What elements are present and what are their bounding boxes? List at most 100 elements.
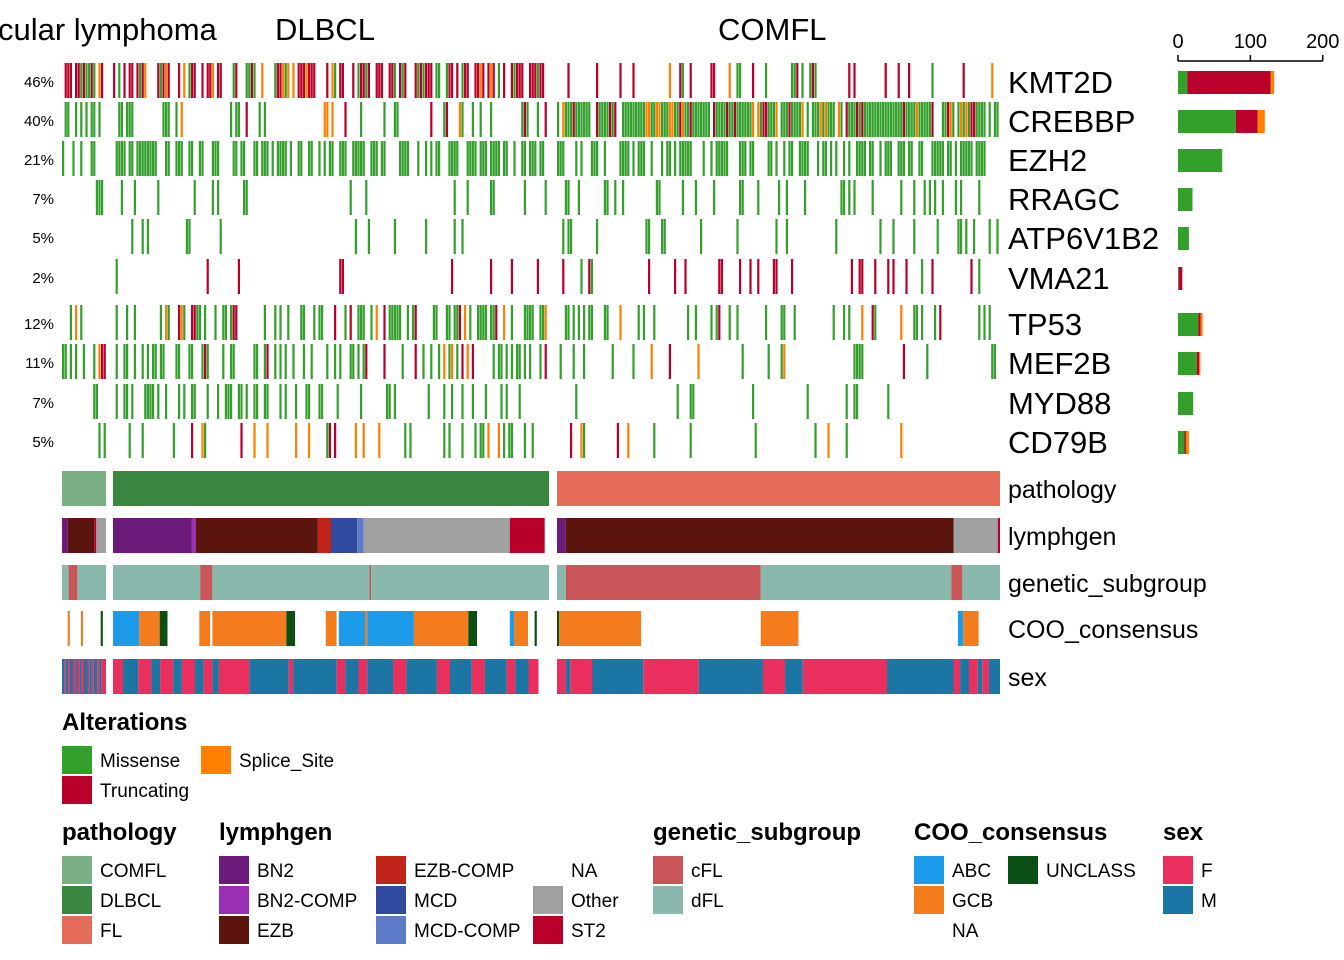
mutation-cell xyxy=(445,102,448,137)
mutation-cell xyxy=(861,259,864,294)
mutation-cell xyxy=(770,141,773,176)
annotation-COO_consensus-segment xyxy=(100,611,103,646)
mutation-cell xyxy=(305,63,308,98)
annotation-COO_consensus-segment xyxy=(413,611,469,646)
mutation-cell xyxy=(819,102,822,137)
mutation-cell xyxy=(666,141,669,176)
mutation-cell xyxy=(715,305,718,340)
mutation-cell xyxy=(334,305,337,340)
mutation-cell xyxy=(362,423,365,458)
legend-swatch xyxy=(62,916,92,944)
mutation-cell xyxy=(567,219,570,254)
mutation-cell xyxy=(388,384,391,419)
annotation-pathology-segment xyxy=(62,471,106,506)
mutation-cell xyxy=(926,344,929,379)
annotation-COO_consensus-segment xyxy=(477,611,510,646)
mutation-cell xyxy=(869,102,872,137)
legend-swatch xyxy=(62,746,92,774)
mutation-cell xyxy=(370,305,373,340)
mutation-cell xyxy=(539,344,542,379)
mutation-cell xyxy=(279,305,282,340)
mutation-cell xyxy=(188,141,191,176)
mutation-cell xyxy=(211,63,214,98)
mutation-cell xyxy=(848,63,851,98)
annotation-sex-segment xyxy=(81,659,84,694)
gene-label-tp53: TP53 xyxy=(1008,307,1082,342)
gene-row-tp53: 12% TP53 xyxy=(24,305,1082,342)
mutation-cell xyxy=(365,344,368,379)
mutation-cell xyxy=(975,102,978,137)
mutation-cell xyxy=(689,423,692,458)
mutation-cell xyxy=(178,384,181,419)
mutation-cell xyxy=(785,180,788,215)
mutation-cell xyxy=(518,344,521,379)
mutation-cell xyxy=(375,141,378,176)
mutation-cell xyxy=(146,141,149,176)
mutation-cell xyxy=(461,63,464,98)
annotation-sex-segment xyxy=(698,659,763,694)
mutation-cell xyxy=(101,180,104,215)
mutation-cell xyxy=(752,141,755,176)
mutation-cell xyxy=(82,63,85,98)
mutation-cell xyxy=(684,102,687,137)
mutation-cell xyxy=(326,63,329,98)
mutation-cell xyxy=(843,305,846,340)
mutation-cell xyxy=(139,141,142,176)
mutation-cell xyxy=(201,63,204,98)
mutation-cell xyxy=(466,344,469,379)
mutation-cell xyxy=(323,102,326,137)
annotation-COO_consensus-segment xyxy=(199,611,211,646)
annotation-sex-segment xyxy=(113,659,123,694)
annotation-sex-segment xyxy=(181,659,195,694)
annotation-sex-segment xyxy=(802,659,888,694)
mutation-cell xyxy=(749,141,752,176)
annotation-sex-segment xyxy=(969,659,978,694)
mutation-cell xyxy=(401,344,404,379)
mutation-cell xyxy=(321,305,324,340)
mutation-cell xyxy=(393,102,396,137)
mutation-cell xyxy=(539,305,542,340)
mutation-cell xyxy=(648,219,651,254)
mutation-cell xyxy=(362,305,365,340)
mutation-cell xyxy=(796,102,799,137)
mutation-cell xyxy=(531,141,534,176)
mutation-cell xyxy=(736,63,739,98)
mutation-cell xyxy=(871,180,874,215)
mutation-cell xyxy=(796,63,799,98)
mutation-cell xyxy=(757,180,760,215)
mutation-cell xyxy=(456,63,459,98)
mutation-cell xyxy=(645,219,648,254)
mutation-cell xyxy=(905,102,908,137)
annotation-pathology-segment xyxy=(113,471,549,506)
mutation-cell xyxy=(775,141,778,176)
legend-swatch xyxy=(1163,886,1193,914)
mutation-cell xyxy=(575,141,578,176)
mutation-cell xyxy=(243,141,246,176)
mutation-cell xyxy=(653,305,656,340)
mutation-cell xyxy=(921,305,924,340)
mutation-cell xyxy=(334,63,337,98)
mutation-cell xyxy=(658,180,661,215)
mutation-cell xyxy=(853,384,856,419)
mutation-cell xyxy=(983,102,986,137)
legend-sex: sex FM xyxy=(1163,819,1217,914)
mutation-cell xyxy=(139,63,142,98)
mutation-cell xyxy=(404,141,407,176)
legend-swatch xyxy=(1008,856,1038,884)
annotation-COO_consensus-segment xyxy=(139,611,160,646)
mutation-cell xyxy=(739,102,742,137)
mutation-cell xyxy=(874,305,877,340)
mutation-cell xyxy=(198,141,201,176)
mutation-cell xyxy=(611,344,614,379)
mutation-cell xyxy=(944,102,947,137)
mutation-cell xyxy=(882,102,885,137)
mutation-cell xyxy=(131,384,134,419)
annotation-genetic_subgroup-segment xyxy=(68,565,78,600)
mutation-cell xyxy=(572,305,575,340)
mutation-cell xyxy=(282,141,285,176)
mutation-cell xyxy=(198,305,201,340)
mutation-cell xyxy=(279,141,282,176)
mutation-cell xyxy=(772,102,775,137)
mutation-cell xyxy=(572,102,575,137)
mutation-cell xyxy=(562,141,565,176)
